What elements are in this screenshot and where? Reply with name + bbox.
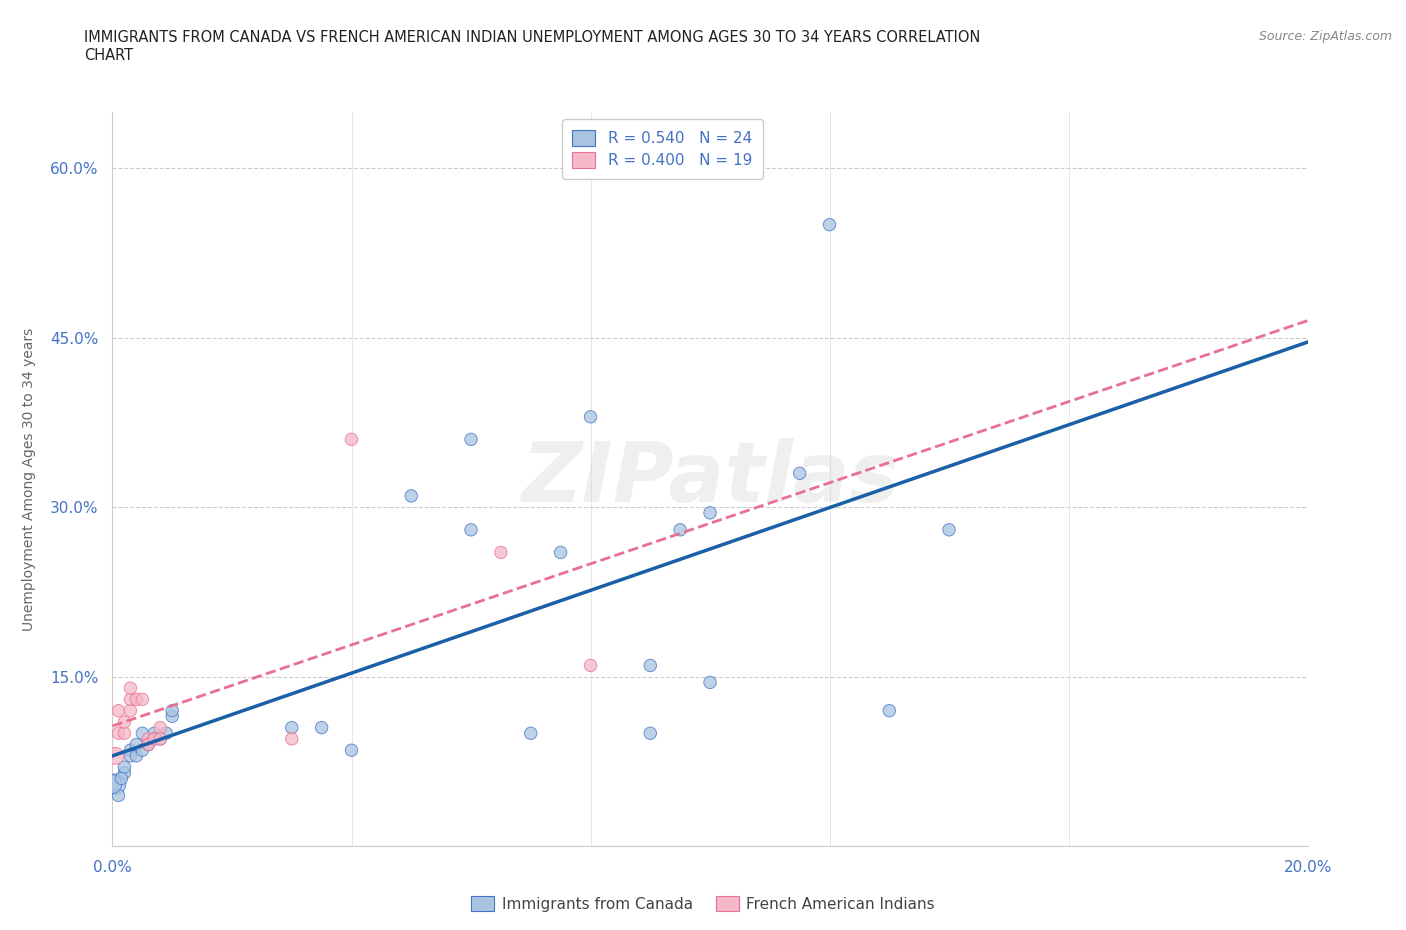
- Point: [162, 703, 183, 718]
- Point: [114, 765, 135, 780]
- Point: [489, 545, 512, 560]
- Text: Source: ZipAtlas.com: Source: ZipAtlas.com: [1258, 30, 1392, 43]
- Point: [120, 681, 142, 696]
- Point: [131, 725, 153, 740]
- Point: [340, 432, 363, 446]
- Text: CHART: CHART: [84, 48, 134, 63]
- Point: [138, 737, 160, 752]
- Point: [401, 488, 423, 503]
- Point: [699, 675, 721, 690]
- Text: ZIPatlas: ZIPatlas: [522, 438, 898, 520]
- Point: [550, 545, 572, 560]
- Point: [579, 409, 602, 424]
- Point: [789, 466, 811, 481]
- Point: [125, 692, 148, 707]
- Point: [669, 523, 692, 538]
- Legend: Immigrants from Canada, French American Indians: Immigrants from Canada, French American …: [465, 889, 941, 918]
- Point: [818, 218, 841, 232]
- Point: [143, 725, 166, 740]
- Point: [699, 505, 721, 520]
- Point: [114, 760, 135, 775]
- Point: [640, 658, 662, 673]
- Point: [125, 737, 148, 752]
- Point: [520, 725, 543, 740]
- Point: [120, 692, 142, 707]
- Point: [125, 749, 148, 764]
- Point: [149, 732, 172, 747]
- Point: [138, 737, 160, 752]
- Point: [131, 743, 153, 758]
- Point: [104, 749, 127, 764]
- Legend: R = 0.540   N = 24, R = 0.400   N = 19: R = 0.540 N = 24, R = 0.400 N = 19: [562, 119, 762, 179]
- Point: [114, 714, 135, 729]
- Point: [114, 725, 135, 740]
- Point: [311, 720, 333, 735]
- Point: [120, 749, 142, 764]
- Point: [281, 732, 304, 747]
- Point: [120, 743, 142, 758]
- Point: [460, 523, 482, 538]
- Point: [281, 720, 304, 735]
- Point: [149, 732, 172, 747]
- Y-axis label: Unemployment Among Ages 30 to 34 years: Unemployment Among Ages 30 to 34 years: [22, 327, 37, 631]
- Point: [131, 692, 153, 707]
- Point: [938, 523, 960, 538]
- Point: [340, 743, 363, 758]
- Point: [107, 725, 129, 740]
- Point: [107, 703, 129, 718]
- Point: [579, 658, 602, 673]
- Point: [101, 777, 124, 791]
- Point: [162, 709, 183, 724]
- Point: [110, 771, 132, 786]
- Point: [143, 732, 166, 747]
- Point: [460, 432, 482, 446]
- Point: [138, 732, 160, 747]
- Point: [120, 703, 142, 718]
- Point: [149, 720, 172, 735]
- Point: [640, 725, 662, 740]
- Text: IMMIGRANTS FROM CANADA VS FRENCH AMERICAN INDIAN UNEMPLOYMENT AMONG AGES 30 TO 3: IMMIGRANTS FROM CANADA VS FRENCH AMERICA…: [84, 30, 981, 45]
- Point: [155, 725, 177, 740]
- Point: [104, 777, 127, 791]
- Point: [143, 732, 166, 747]
- Point: [107, 788, 129, 803]
- Point: [879, 703, 901, 718]
